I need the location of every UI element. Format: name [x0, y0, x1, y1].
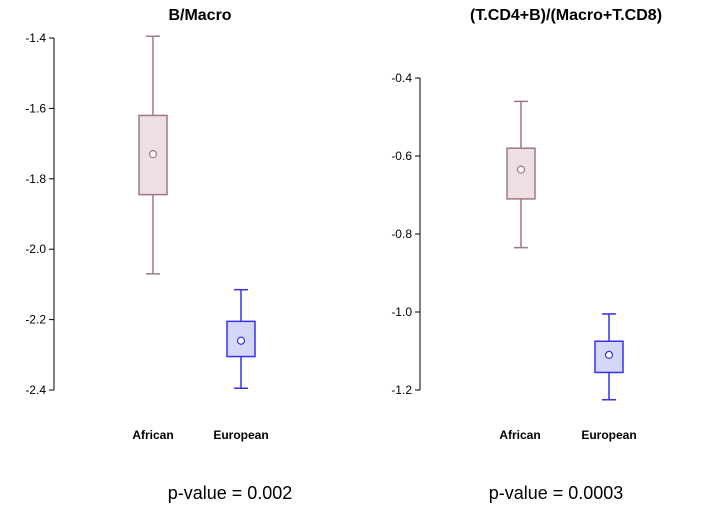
category-label-european: European [581, 428, 636, 442]
category-label-african: African [499, 428, 540, 442]
chart-ratio: (T.CD4+B)/(Macro+T.CD8) -0.4 -0.6 -0.8 -1.0… [391, 7, 662, 503]
y-tick-label: -0.4 [391, 71, 412, 85]
y-tick-label: -1.4 [25, 31, 46, 45]
y-tick-label: -2.0 [25, 242, 46, 256]
y-tick-label: -0.6 [391, 149, 412, 163]
median-point-european [604, 350, 614, 359]
y-tick-label: -1.6 [25, 101, 46, 115]
median-point-african [516, 165, 526, 174]
chart-title: B/Macro [168, 7, 231, 24]
box-african [506, 147, 536, 200]
y-tick-label: -1.0 [391, 305, 412, 319]
p-value-annotation: p-value = 0.0003 [489, 483, 624, 503]
chart-title: (T.CD4+B)/(Macro+T.CD8) [470, 7, 662, 24]
y-tick-label: -1.2 [391, 383, 412, 397]
y-tick-label: -1.8 [25, 172, 46, 186]
median-point-european [236, 336, 246, 345]
p-value-annotation: p-value = 0.002 [168, 483, 293, 503]
category-label-african: African [132, 428, 173, 442]
y-tick-label: -0.8 [391, 227, 412, 241]
median-point-african [148, 150, 158, 159]
y-tick-label: -2.2 [25, 313, 46, 327]
category-label-european: European [213, 428, 268, 442]
y-tick-label: -2.4 [25, 383, 46, 397]
chart-b-macro: B/Macro -1.4 -1.6 -1.8 -2.0 -2.2 -2.4 African… [25, 7, 292, 503]
